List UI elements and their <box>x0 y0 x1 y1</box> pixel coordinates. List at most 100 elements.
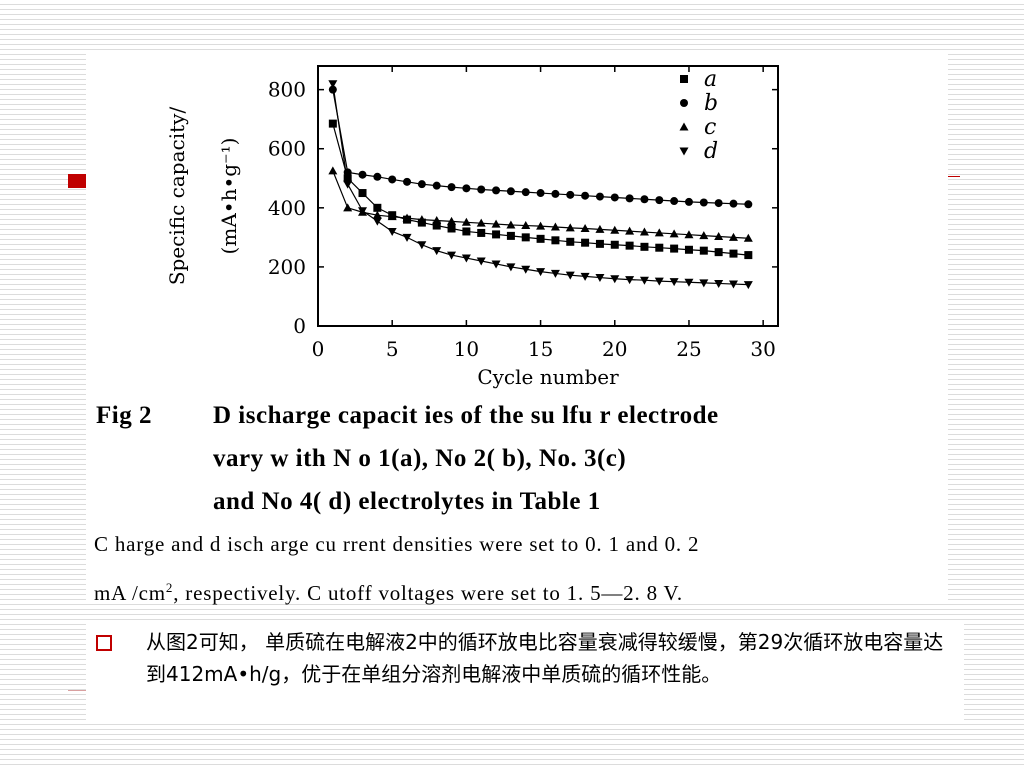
data-point-a <box>640 242 649 251</box>
data-point-a <box>536 234 545 243</box>
data-point-b <box>640 195 649 204</box>
data-point-c <box>506 220 516 229</box>
data-point-b <box>536 189 545 198</box>
data-point-d <box>684 278 694 287</box>
data-point-c <box>595 224 605 233</box>
y-tick-label: 200 <box>268 255 306 279</box>
legend-label-b: b <box>704 91 718 116</box>
data-point-c <box>432 216 442 225</box>
data-point-d <box>595 274 605 283</box>
y-tick-label: 800 <box>268 78 306 102</box>
data-point-d <box>476 257 486 266</box>
data-point-c <box>580 224 590 232</box>
figure-caption: Fig 2 D ischarge capacit ies of the su lf… <box>96 394 936 523</box>
data-point-b <box>492 186 501 195</box>
bullet-panel: 从图2可知， 单质硫在电解液2中的循环放电比容量衰减得较缓慢，第29次循环放电容… <box>86 622 964 722</box>
data-point-a <box>477 228 486 237</box>
y-tick-label: 600 <box>268 137 306 161</box>
data-point-b <box>670 197 679 206</box>
data-point-d <box>654 277 664 286</box>
data-point-a <box>506 231 515 240</box>
data-point-b <box>566 190 575 199</box>
data-point-a <box>744 251 753 260</box>
accent-line-right <box>946 176 960 177</box>
y-tick-label: 0 <box>293 314 306 338</box>
data-point-c <box>565 223 575 232</box>
data-point-b <box>403 177 412 186</box>
data-point-d <box>417 241 427 250</box>
data-point-b <box>343 168 352 177</box>
data-point-c <box>639 227 649 236</box>
accent-square <box>68 174 86 188</box>
data-point-c <box>343 203 353 212</box>
data-point-b <box>699 198 708 207</box>
x-tick-label: 30 <box>750 337 775 361</box>
data-point-b <box>521 188 530 197</box>
data-point-a <box>462 227 471 236</box>
data-point-c <box>550 222 560 231</box>
note-line-2: mA /cm2, respectively. C utoff voltages … <box>94 566 944 615</box>
data-point-a <box>610 240 619 249</box>
discharge-capacity-chart: 0 5 10 15 20 25 30 0 200 400 600 800 Cycle number Spe… <box>165 65 779 389</box>
data-point-d <box>343 180 353 189</box>
data-point-c <box>372 210 382 219</box>
data-point-a <box>625 241 634 250</box>
note-line-2-sup: 2 <box>165 580 174 595</box>
data-point-c <box>714 231 724 240</box>
caption-label: Fig 2 <box>96 402 152 429</box>
data-point-c <box>728 232 738 241</box>
data-point-d <box>743 281 753 290</box>
data-point-b <box>729 199 738 208</box>
data-point-d <box>550 269 560 278</box>
data-point-d <box>639 276 649 285</box>
data-point-a <box>358 189 367 198</box>
data-point-d <box>372 217 382 226</box>
data-point-b <box>625 194 634 203</box>
data-point-d <box>432 247 442 256</box>
data-point-b <box>581 191 590 200</box>
data-point-a <box>492 230 501 239</box>
data-point-b <box>388 175 397 184</box>
legend-marker-c <box>679 122 689 131</box>
data-point-c <box>743 233 753 242</box>
data-point-b <box>610 193 619 202</box>
data-point-c <box>536 221 546 230</box>
x-tick-label: 25 <box>676 337 701 361</box>
y-axis-label-line-1: Specific capacity/ <box>165 107 189 286</box>
data-point-a <box>432 221 441 230</box>
legend-label-d: d <box>704 139 718 164</box>
data-point-b <box>506 187 515 196</box>
y-tick-label: 400 <box>268 196 306 220</box>
data-point-c <box>625 226 635 235</box>
data-point-c <box>447 216 457 225</box>
data-point-a <box>729 249 738 258</box>
data-point-d <box>461 254 471 263</box>
note-line-1: C harge and d isch arge cu rrent densiti… <box>94 532 700 556</box>
square-bullet-icon <box>96 635 112 651</box>
data-point-c <box>669 229 679 238</box>
data-point-a <box>670 244 679 253</box>
legend-label-a: a <box>704 67 717 92</box>
legend-marker-d <box>679 147 689 156</box>
data-point-d <box>491 260 501 269</box>
figure-panel: 0 5 10 15 20 25 30 0 200 400 600 800 Cycle number Spe… <box>86 52 948 605</box>
data-point-c <box>610 225 620 234</box>
data-point-d <box>565 271 575 280</box>
data-point-a <box>581 238 590 247</box>
accent-line-bottom <box>68 690 88 691</box>
data-point-a <box>595 239 604 248</box>
data-point-d <box>610 275 620 284</box>
data-point-b <box>328 85 337 94</box>
data-point-a <box>566 237 575 246</box>
x-tick-label: 15 <box>528 337 553 361</box>
caption-line-1: D ischarge capacit ies of the su lfu r e… <box>213 402 719 429</box>
data-point-d <box>358 207 368 216</box>
data-point-b <box>595 192 604 201</box>
data-point-d <box>402 233 412 242</box>
data-point-b <box>684 197 693 206</box>
data-point-b <box>432 181 441 190</box>
data-point-b <box>714 199 723 208</box>
data-point-a <box>328 119 337 128</box>
data-point-d <box>714 279 724 288</box>
data-point-c <box>476 218 486 227</box>
